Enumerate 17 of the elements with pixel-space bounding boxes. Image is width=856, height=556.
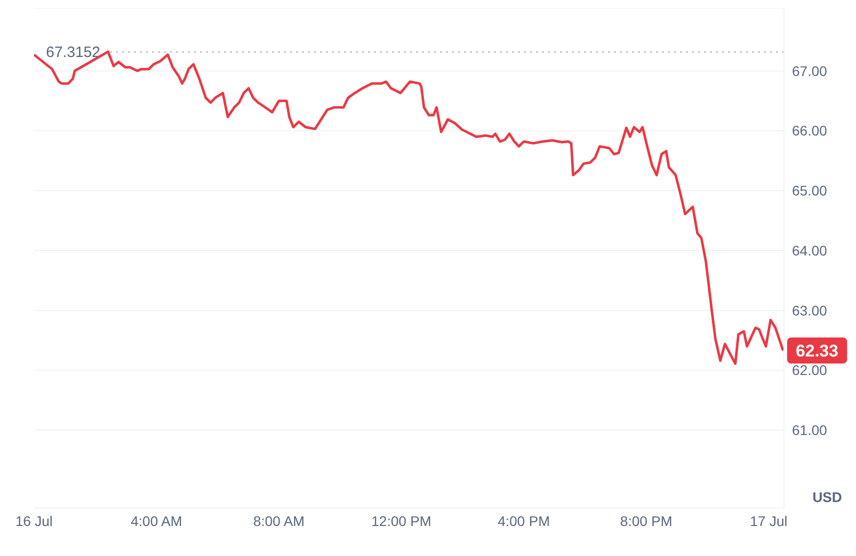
- y-tick-label: 62.00: [792, 362, 828, 378]
- y-tick-label: 65.00: [792, 182, 828, 199]
- y-tick-label: 63.00: [792, 302, 828, 318]
- x-tick-label: 8:00 PM: [620, 512, 672, 529]
- x-tick-label: 8:00 AM: [253, 512, 305, 529]
- x-tick-label: 17 Jul: [750, 512, 788, 529]
- x-tick-label: 4:00 PM: [498, 512, 550, 529]
- x-tick-label: 4:00 AM: [130, 512, 182, 529]
- y-tick-label: 61.00: [792, 422, 828, 438]
- y-axis-title: USD: [812, 489, 842, 505]
- x-tick-label: 16 Jul: [15, 512, 53, 529]
- ref-line-label: 67.3152: [46, 44, 100, 61]
- y-tick-label: 64.00: [792, 242, 828, 258]
- x-tick-label: 12:00 PM: [371, 512, 432, 529]
- annotation: 62.33: [796, 342, 838, 361]
- y-tick-label: 67.00: [792, 62, 828, 79]
- y-tick-label: 66.00: [792, 122, 828, 139]
